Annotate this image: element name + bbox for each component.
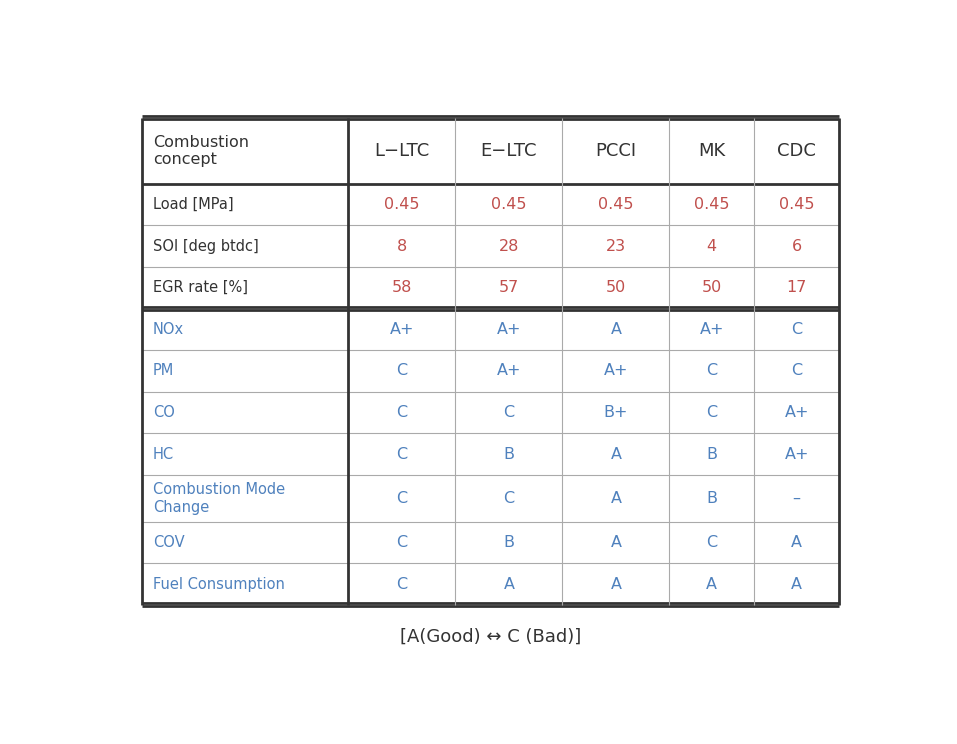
Text: C: C [791, 364, 802, 379]
Text: B: B [503, 535, 515, 550]
Text: C: C [706, 364, 718, 379]
Text: 0.45: 0.45 [694, 197, 729, 212]
Text: 50: 50 [606, 280, 626, 295]
Text: SOI [deg btdc]: SOI [deg btdc] [153, 239, 258, 254]
Text: A: A [791, 535, 802, 550]
Text: [A(Good) ↔ C (Bad)]: [A(Good) ↔ C (Bad)] [400, 627, 581, 645]
Text: A: A [611, 446, 621, 462]
Text: A: A [503, 577, 515, 591]
Text: C: C [791, 322, 802, 337]
Text: C: C [396, 491, 408, 506]
Text: 0.45: 0.45 [491, 197, 526, 212]
Text: A: A [706, 577, 718, 591]
Text: A: A [791, 577, 802, 591]
Text: A+: A+ [785, 446, 809, 462]
Text: C: C [503, 405, 515, 420]
Text: C: C [396, 577, 408, 591]
Text: 57: 57 [499, 280, 519, 295]
Text: CO: CO [153, 405, 175, 420]
Text: 23: 23 [606, 239, 626, 254]
Text: C: C [396, 535, 408, 550]
Text: HC: HC [153, 446, 174, 462]
Text: 6: 6 [791, 239, 802, 254]
Text: A+: A+ [785, 405, 809, 420]
Text: B: B [503, 446, 515, 462]
Text: C: C [706, 405, 718, 420]
Text: 28: 28 [499, 239, 519, 254]
Text: B: B [706, 446, 718, 462]
Text: 58: 58 [391, 280, 412, 295]
Text: EGR rate [%]: EGR rate [%] [153, 280, 248, 295]
Text: C: C [396, 446, 408, 462]
Text: A: A [611, 577, 621, 591]
Text: B+: B+ [604, 405, 628, 420]
Text: 4: 4 [706, 239, 717, 254]
Text: PCCI: PCCI [595, 142, 636, 160]
Text: C: C [396, 364, 408, 379]
Text: A+: A+ [700, 322, 724, 337]
Text: –: – [792, 491, 801, 506]
Text: L−LTC: L−LTC [374, 142, 430, 160]
Text: Combustion Mode
Change: Combustion Mode Change [153, 482, 285, 515]
Text: A+: A+ [389, 322, 414, 337]
Text: A+: A+ [604, 364, 628, 379]
Text: MK: MK [699, 142, 725, 160]
Text: 0.45: 0.45 [384, 197, 420, 212]
Text: 0.45: 0.45 [779, 197, 814, 212]
Text: Load [MPa]: Load [MPa] [153, 197, 234, 212]
Text: E−LTC: E−LTC [480, 142, 537, 160]
Text: 50: 50 [701, 280, 722, 295]
Text: A+: A+ [497, 322, 522, 337]
Text: A+: A+ [497, 364, 522, 379]
Text: A: A [611, 535, 621, 550]
Text: COV: COV [153, 535, 185, 550]
Text: 8: 8 [397, 239, 407, 254]
Text: 17: 17 [787, 280, 807, 295]
Text: Combustion
concept: Combustion concept [153, 135, 249, 167]
Text: CDC: CDC [777, 142, 816, 160]
Text: B: B [706, 491, 718, 506]
Text: C: C [503, 491, 515, 506]
Text: 0.45: 0.45 [598, 197, 634, 212]
Text: NOx: NOx [153, 322, 184, 337]
Text: A: A [611, 491, 621, 506]
Text: PM: PM [153, 364, 174, 379]
Text: Fuel Consumption: Fuel Consumption [153, 577, 285, 591]
Text: C: C [706, 535, 718, 550]
Text: C: C [396, 405, 408, 420]
Text: A: A [611, 322, 621, 337]
